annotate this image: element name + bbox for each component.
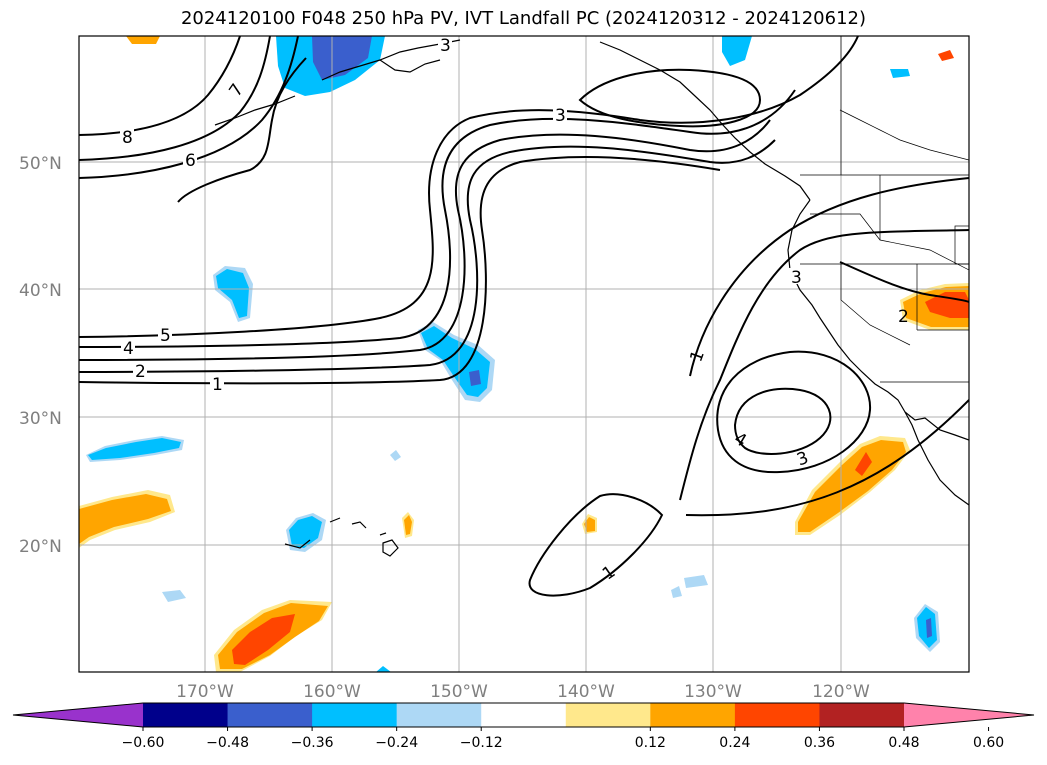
colorbar-swatch bbox=[819, 703, 905, 727]
colorbar-tick-label: 0.48 bbox=[888, 735, 919, 751]
contour-label: 1 bbox=[212, 375, 223, 395]
contour-label: 4 bbox=[123, 339, 134, 359]
colorbar-swatch bbox=[396, 703, 482, 727]
lon-tick-label: 160°W bbox=[303, 682, 361, 702]
contour-label: 2 bbox=[898, 307, 909, 327]
colorbar-swatch bbox=[227, 703, 313, 727]
lon-tick-label: 120°W bbox=[812, 682, 870, 702]
contour-label: 8 bbox=[122, 128, 133, 148]
colorbar-swatch bbox=[565, 703, 651, 727]
lat-tick-label: 40°N bbox=[19, 281, 62, 301]
colorbar-swatch bbox=[312, 703, 398, 727]
colorbar-swatch bbox=[650, 703, 736, 727]
colorbar-left-arrow bbox=[13, 703, 143, 727]
political-borders bbox=[800, 36, 969, 383]
contour-labels: 8 7 6 5 4 3 2 1 3 1 3 4 3 1 2 bbox=[120, 36, 909, 584]
map-frame bbox=[78, 35, 970, 673]
contour-label: 2 bbox=[135, 362, 146, 382]
colorbar: −0.60 −0.48 −0.36 −0.24 −0.12 0.12 0.24 0.36 0.4… bbox=[12, 702, 1035, 751]
lon-tick-label: 170°W bbox=[176, 682, 234, 702]
colorbar-tick-label: −0.12 bbox=[460, 735, 503, 751]
latitude-labels: 50°N 40°N 30°N 20°N bbox=[19, 154, 62, 557]
colorbar-tick-label: −0.60 bbox=[122, 735, 165, 751]
colorbar-swatch bbox=[143, 703, 229, 727]
colorbar-right-arrow bbox=[904, 703, 1034, 727]
map-title: 2024120100 F048 250 hPa PV, IVT Landfall… bbox=[180, 8, 867, 29]
contour-label: 3 bbox=[555, 106, 566, 126]
contour-label: 3 bbox=[791, 268, 802, 288]
lat-tick-label: 50°N bbox=[19, 154, 62, 174]
colorbar-swatch bbox=[481, 703, 567, 727]
lat-tick-label: 30°N bbox=[19, 409, 62, 429]
colorbar-tick-label: −0.24 bbox=[375, 735, 418, 751]
colorbar-tick-label: 0.36 bbox=[804, 735, 835, 751]
colorbar-tick-label: −0.36 bbox=[291, 735, 334, 751]
contour-label: 6 bbox=[185, 151, 196, 171]
colorbar-tick-label: −0.48 bbox=[206, 735, 249, 751]
colorbar-tick-label: 0.12 bbox=[635, 735, 666, 751]
lon-tick-label: 150°W bbox=[430, 682, 488, 702]
colorbar-swatch bbox=[734, 703, 820, 727]
map-background bbox=[79, 36, 969, 672]
lon-tick-label: 130°W bbox=[684, 682, 742, 702]
contour-label: 5 bbox=[160, 326, 171, 346]
contour-label: 3 bbox=[440, 36, 451, 56]
longitude-labels: 170°W 160°W 150°W 140°W 130°W 120°W bbox=[176, 682, 870, 702]
negative-anomaly-patches bbox=[86, 36, 940, 672]
lat-tick-label: 20°N bbox=[19, 537, 62, 557]
lon-tick-label: 140°W bbox=[557, 682, 615, 702]
colorbar-tick-label: 0.60 bbox=[973, 735, 1004, 751]
colorbar-tick-label: 0.24 bbox=[719, 735, 750, 751]
